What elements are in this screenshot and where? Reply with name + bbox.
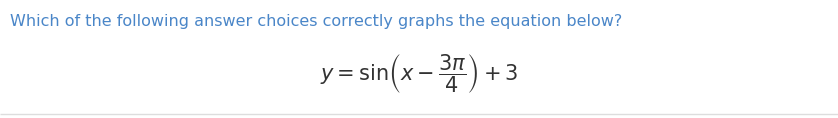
Text: $y = \sin\!\left(x - \dfrac{3\pi}{4}\right) + 3$: $y = \sin\!\left(x - \dfrac{3\pi}{4}\rig… bbox=[319, 52, 519, 95]
Text: Which of the following answer choices correctly graphs the equation below?: Which of the following answer choices co… bbox=[10, 14, 623, 29]
